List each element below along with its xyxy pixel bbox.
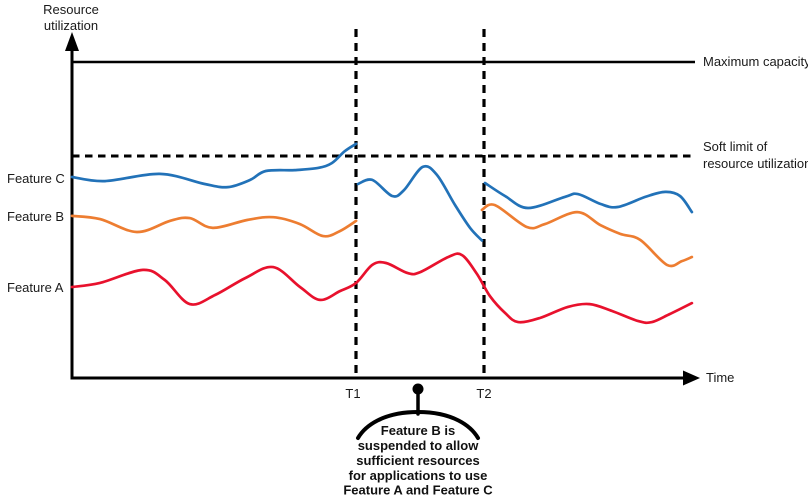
series-curves xyxy=(70,142,694,325)
soft-limit-label-line1: Soft limit of xyxy=(703,139,768,154)
annotation-line-1: Feature B is xyxy=(381,423,455,438)
y-axis-title-line1: Resource xyxy=(43,2,99,17)
y-axis-arrow-icon xyxy=(65,32,79,51)
feature-a-label: Feature A xyxy=(7,280,64,295)
feature-c-curve-segment-3 xyxy=(483,181,694,214)
t2-label: T2 xyxy=(476,386,491,401)
annotation-line-3: sufficient resources xyxy=(356,453,480,468)
soft-limit-label-line2: resource utilization xyxy=(703,156,808,171)
feature-c-curve-segment-1 xyxy=(70,142,358,189)
annotation-line-5: Feature A and Feature C xyxy=(343,483,493,498)
x-axis-label: Time xyxy=(706,370,734,385)
maximum-capacity-label: Maximum capacity xyxy=(703,54,808,69)
annotation-line-2: suspended to allow xyxy=(358,438,480,453)
callout-brace xyxy=(356,409,480,440)
feature-b-curve-segment-2 xyxy=(480,203,694,268)
callout-dot xyxy=(412,383,424,395)
annotation-line-4: for applications to use xyxy=(349,468,488,483)
y-axis-title-line2: utilization xyxy=(44,18,98,33)
feature-a-curve-segment-1 xyxy=(70,252,694,325)
feature-b-curve-segment-1 xyxy=(70,214,358,238)
feature-b-label: Feature B xyxy=(7,209,64,224)
feature-c-curve-segment-2 xyxy=(356,164,484,242)
x-axis-arrow-icon xyxy=(683,370,700,386)
feature-c-label: Feature C xyxy=(7,171,65,186)
t1-label: T1 xyxy=(345,386,360,401)
